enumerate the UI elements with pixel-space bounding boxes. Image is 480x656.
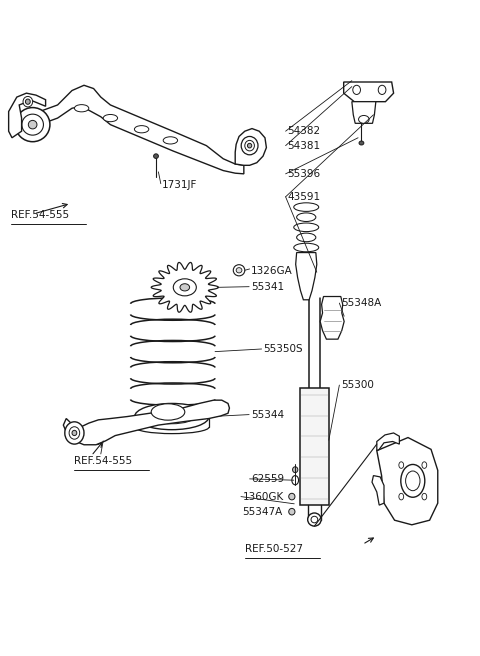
Text: 55344: 55344 — [251, 409, 284, 420]
Ellipse shape — [297, 213, 316, 222]
Ellipse shape — [28, 120, 37, 129]
Ellipse shape — [311, 516, 318, 523]
Text: 1360GK: 1360GK — [242, 491, 284, 502]
Text: 55350S: 55350S — [263, 344, 303, 354]
Ellipse shape — [294, 223, 319, 232]
Ellipse shape — [103, 115, 118, 122]
Ellipse shape — [23, 96, 33, 107]
Text: REF.54-555: REF.54-555 — [11, 210, 69, 220]
Ellipse shape — [245, 140, 254, 151]
Text: 1731JF: 1731JF — [162, 180, 198, 190]
Ellipse shape — [294, 243, 319, 252]
Ellipse shape — [292, 476, 299, 485]
Text: 55341: 55341 — [251, 282, 284, 293]
Ellipse shape — [294, 203, 319, 211]
Ellipse shape — [25, 99, 30, 104]
Ellipse shape — [297, 233, 316, 241]
Ellipse shape — [163, 137, 178, 144]
Ellipse shape — [180, 283, 190, 291]
Text: 55347A: 55347A — [242, 506, 283, 517]
Polygon shape — [296, 253, 317, 300]
Polygon shape — [151, 262, 218, 312]
Text: REF.50-527: REF.50-527 — [245, 544, 303, 554]
Polygon shape — [377, 438, 438, 525]
Ellipse shape — [134, 403, 209, 430]
Ellipse shape — [288, 493, 295, 500]
Ellipse shape — [15, 108, 50, 142]
Ellipse shape — [173, 279, 196, 296]
Ellipse shape — [399, 493, 404, 500]
Ellipse shape — [74, 105, 89, 112]
Polygon shape — [300, 388, 329, 505]
Ellipse shape — [359, 141, 364, 145]
Text: 55300: 55300 — [341, 380, 373, 390]
Ellipse shape — [236, 268, 242, 273]
Ellipse shape — [401, 464, 425, 497]
Text: 1326GA: 1326GA — [251, 266, 293, 276]
Ellipse shape — [72, 430, 77, 436]
Ellipse shape — [353, 85, 360, 94]
Polygon shape — [9, 93, 46, 138]
Polygon shape — [344, 82, 394, 102]
Text: 54381: 54381 — [287, 140, 320, 151]
Ellipse shape — [359, 115, 369, 123]
Polygon shape — [22, 85, 244, 174]
Ellipse shape — [154, 154, 158, 158]
Ellipse shape — [65, 422, 84, 444]
Ellipse shape — [248, 144, 252, 148]
Ellipse shape — [22, 114, 43, 135]
Text: 62559: 62559 — [251, 474, 284, 484]
Text: 55396: 55396 — [287, 169, 320, 179]
Polygon shape — [372, 476, 384, 505]
Text: 55348A: 55348A — [341, 298, 381, 308]
Ellipse shape — [422, 462, 427, 468]
Ellipse shape — [233, 264, 245, 276]
Ellipse shape — [69, 426, 80, 440]
Ellipse shape — [308, 513, 321, 526]
Polygon shape — [377, 433, 399, 451]
Ellipse shape — [293, 467, 298, 472]
Text: 54382: 54382 — [287, 126, 320, 136]
Ellipse shape — [134, 126, 149, 133]
Text: REF.54-555: REF.54-555 — [74, 455, 132, 466]
Ellipse shape — [378, 85, 386, 94]
Ellipse shape — [151, 403, 185, 420]
Ellipse shape — [399, 462, 404, 468]
Ellipse shape — [241, 136, 258, 155]
Ellipse shape — [149, 409, 195, 424]
Polygon shape — [63, 400, 229, 445]
Polygon shape — [235, 129, 266, 165]
Polygon shape — [352, 102, 376, 123]
Polygon shape — [320, 297, 344, 339]
Ellipse shape — [406, 471, 420, 491]
Text: 43591: 43591 — [287, 192, 320, 202]
Ellipse shape — [422, 493, 427, 500]
Ellipse shape — [288, 508, 295, 515]
